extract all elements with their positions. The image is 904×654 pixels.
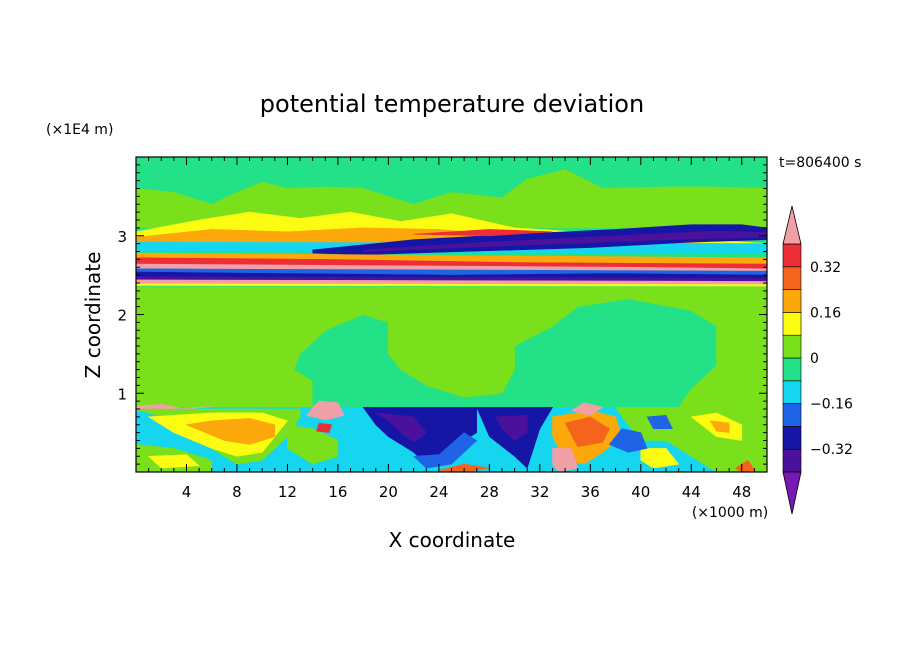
colorbar-label: −0.16 (810, 397, 853, 413)
contour-region (709, 420, 730, 433)
contour-region (495, 414, 528, 441)
x-tick-label: 8 (232, 483, 242, 501)
contour-region (136, 263, 767, 272)
x-tick-label: 28 (480, 483, 499, 501)
colorbar-band (782, 312, 802, 336)
contour-region (608, 428, 648, 453)
colorbar-band (782, 334, 802, 359)
colorbar-band (782, 448, 802, 473)
y-tick-label: 1 (117, 385, 127, 403)
x-tick-label: 40 (631, 483, 650, 501)
chart-title: potential temperature deviation (260, 90, 644, 118)
contour-field (136, 157, 767, 472)
contour-region (640, 448, 680, 469)
contour-region (570, 402, 604, 416)
colorbar-band (782, 403, 802, 427)
x-tick-label: 48 (732, 483, 751, 501)
contour-region (362, 230, 767, 252)
time-label: t=806400 s (779, 155, 861, 171)
x-tick-label: 20 (379, 483, 398, 501)
colorbar-label: 0.32 (810, 260, 841, 276)
colorbar-band (782, 266, 802, 290)
colorbar-under-triangle (782, 471, 802, 515)
contour-region (136, 169, 767, 229)
contour-region (136, 286, 767, 408)
y-tick-label: 2 (117, 307, 127, 325)
y-unit-label: (×1E4 m) (46, 122, 113, 138)
contour-region (287, 424, 339, 465)
x-tick-label: 44 (682, 483, 701, 501)
contour-region (564, 416, 610, 448)
colorbar-label: 0 (810, 351, 819, 367)
colorbar-band (782, 289, 802, 313)
colorbar-label: 0.16 (810, 305, 841, 321)
x-tick-label: 24 (429, 483, 448, 501)
contour-region (305, 400, 345, 421)
contour-region (526, 373, 642, 406)
contour-region (185, 418, 276, 445)
x-tick-label: 32 (530, 483, 549, 501)
contour-region (136, 279, 767, 285)
colorbar-band (782, 426, 802, 450)
y-tick-label: 3 (117, 228, 127, 246)
contour-region (646, 414, 673, 430)
colorbar-over-triangle (782, 205, 802, 245)
y-axis-label: Z coordinate (81, 252, 105, 379)
x-tick-label: 4 (182, 483, 192, 501)
x-axis-label: X coordinate (389, 528, 516, 552)
colorbar-band (782, 380, 802, 404)
contour-region (316, 422, 332, 433)
colorbar-band (782, 357, 802, 382)
contour-region (375, 412, 427, 443)
x-tick-label: 36 (581, 483, 600, 501)
colorbar-band (782, 243, 802, 268)
contour-region (413, 229, 553, 237)
contour-region (136, 283, 767, 287)
contour-region (552, 448, 579, 472)
x-tick-label: 16 (328, 483, 347, 501)
colorbar-label: −0.32 (810, 442, 853, 458)
x-unit-label: (×1000 m) (692, 505, 768, 521)
colorbar: 0.32 0.16 0 −0.16 −0.32 (782, 205, 853, 515)
contour-region (312, 377, 389, 406)
x-tick-label: 12 (278, 483, 297, 501)
